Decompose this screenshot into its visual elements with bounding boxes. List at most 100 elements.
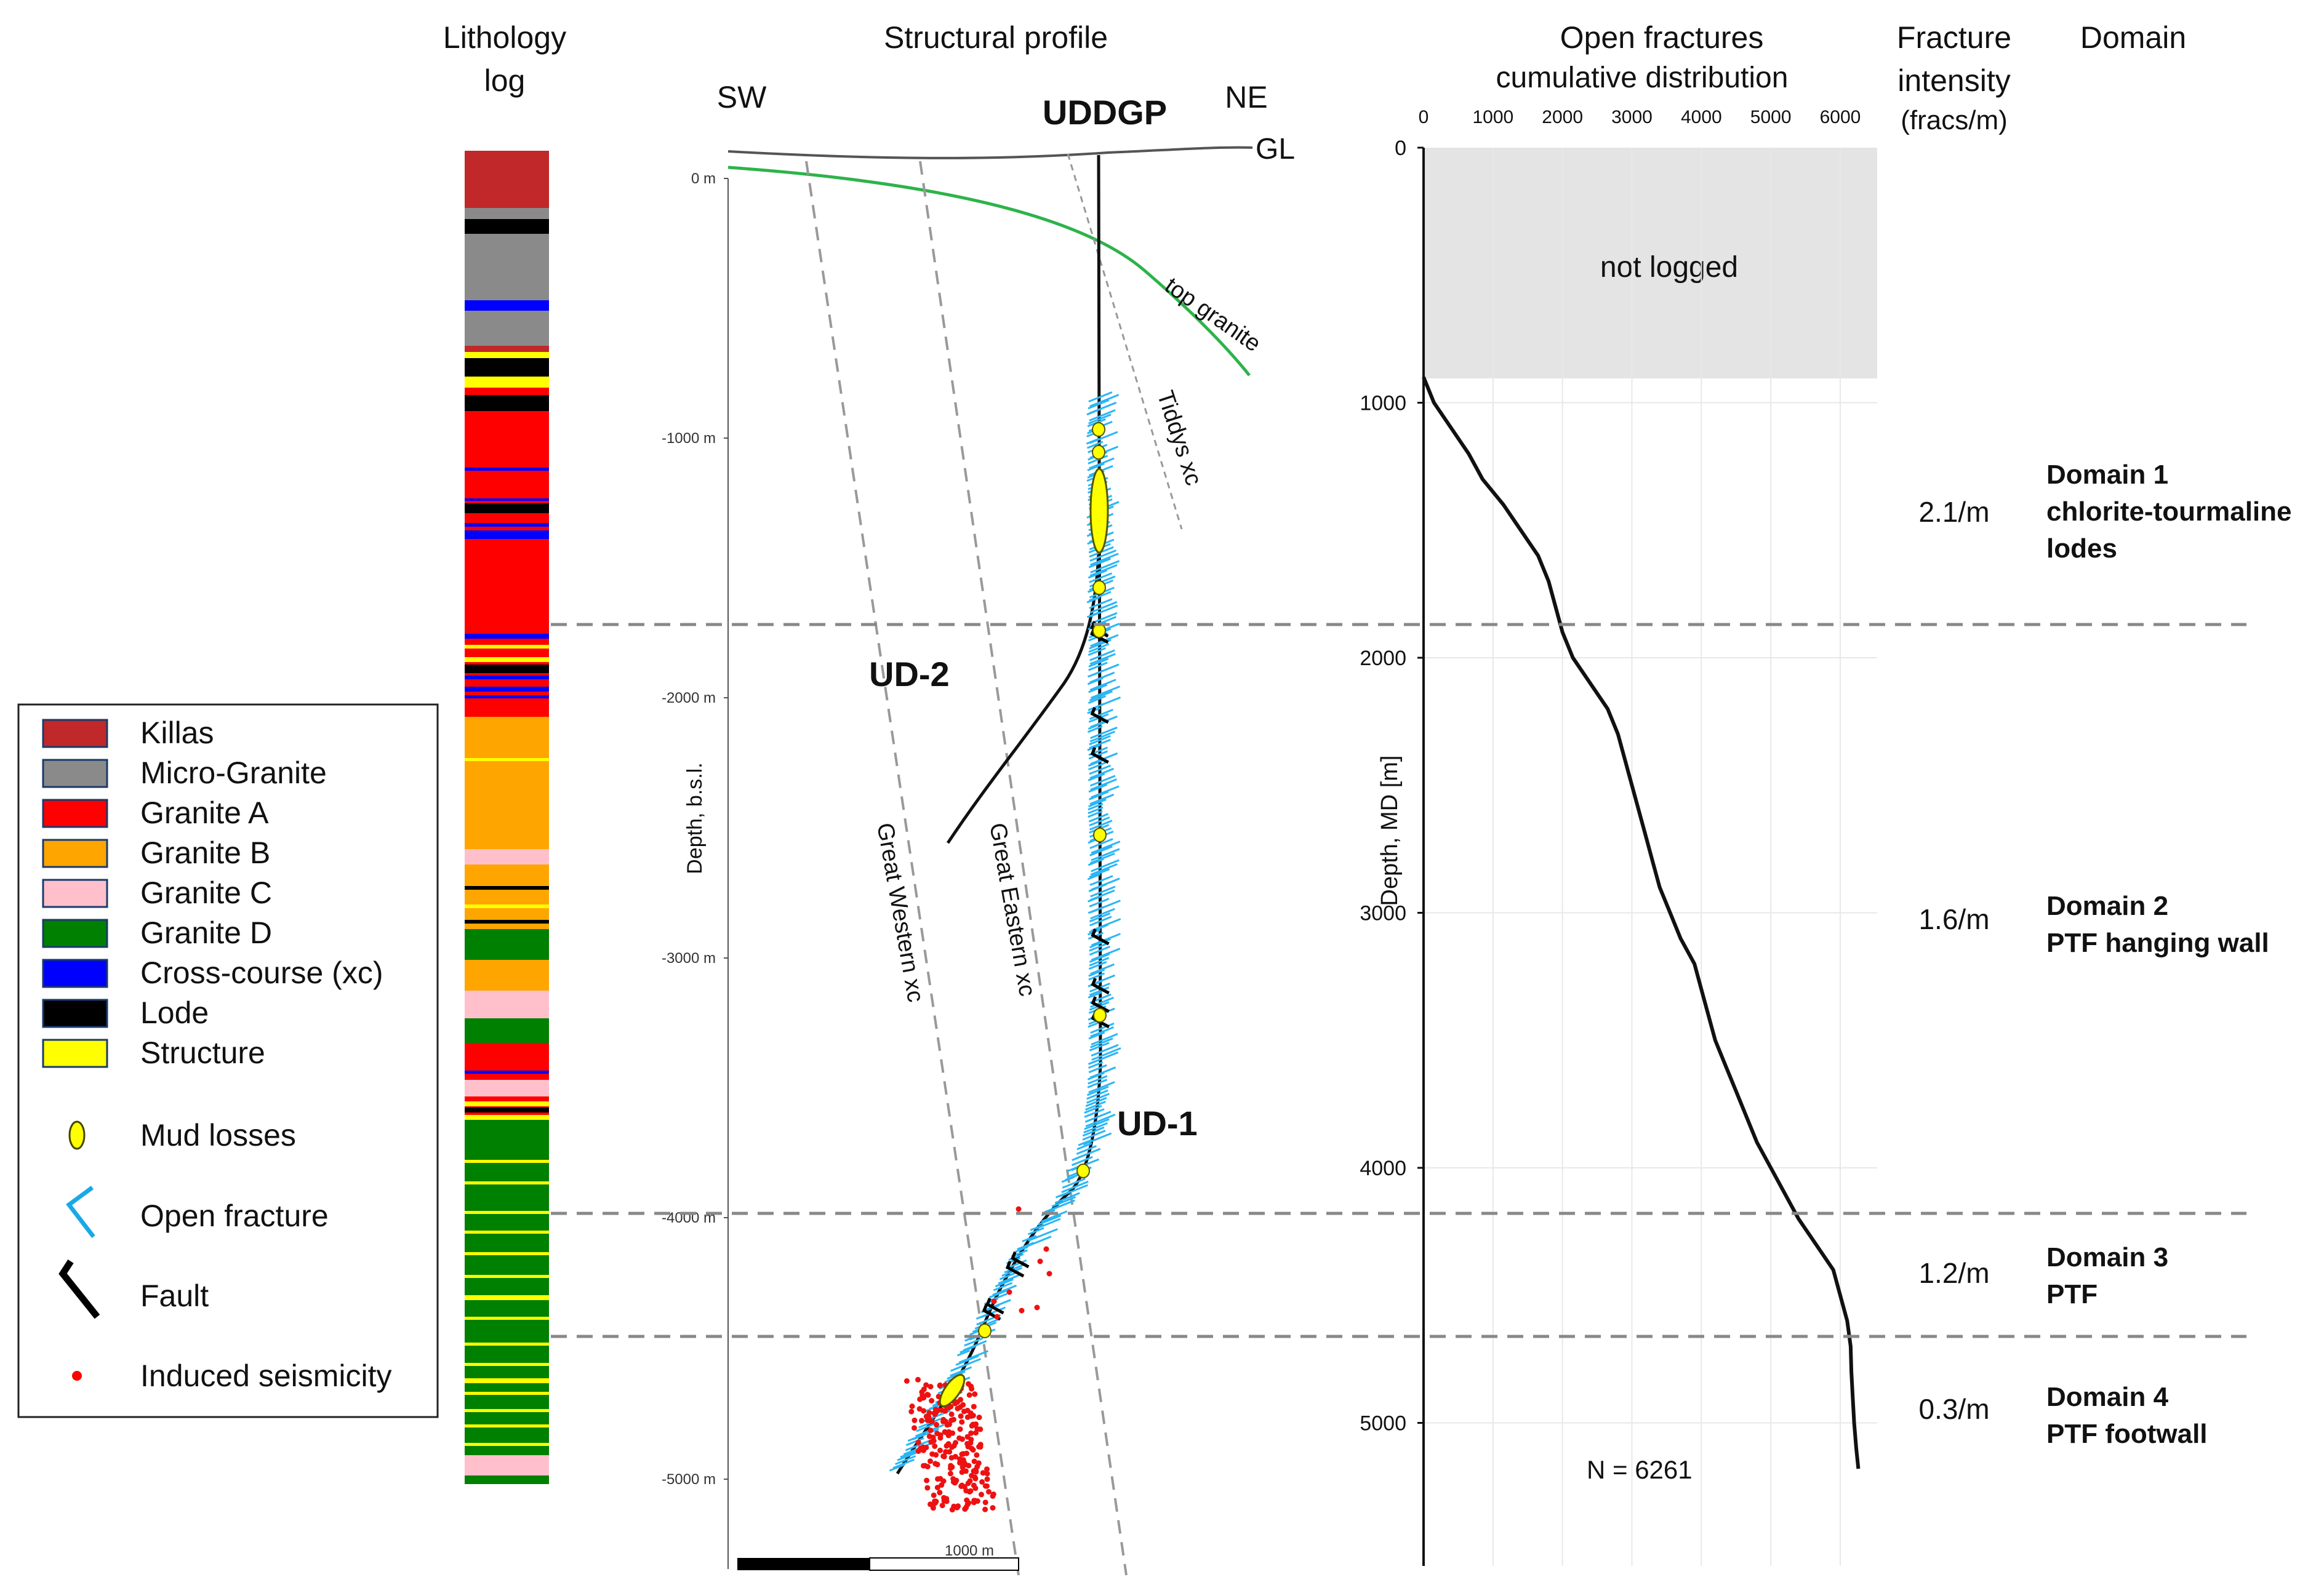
seismic-event (937, 1490, 943, 1496)
lithology-band (465, 1424, 549, 1427)
fracture-x-tick-label: 3000 (1611, 107, 1653, 127)
legend-swatch (42, 999, 108, 1028)
fracture-y-tick-label: 0 (1395, 137, 1406, 160)
open-fracture-mark (905, 1439, 931, 1451)
open-fracture-mark (958, 1350, 989, 1363)
well-ud1-trajectory (896, 154, 1102, 1475)
lithology-band (465, 1231, 549, 1234)
seismic-event (964, 1414, 971, 1420)
open-fracture-mark (905, 1437, 924, 1447)
open-fracture-mark (1090, 778, 1117, 791)
open-fracture-mark (1087, 1079, 1108, 1088)
seismic-event (916, 1406, 923, 1412)
seismic-event (943, 1449, 949, 1455)
seismic-event (984, 1483, 990, 1489)
lithology-band (465, 645, 549, 649)
lithology-band (465, 695, 549, 698)
open-fracture-mark (1089, 679, 1116, 691)
lithology-band (465, 1409, 549, 1412)
open-fracture-mark (955, 1355, 979, 1366)
seismic-event (1043, 1246, 1049, 1252)
lithology-band (465, 676, 549, 679)
lithology-band (465, 1018, 549, 1043)
seismic-event (974, 1452, 980, 1458)
seismic-event (953, 1477, 960, 1483)
open-fracture-mark (907, 1434, 923, 1442)
seismic-event (986, 1489, 992, 1495)
open-fracture-mark (1086, 1085, 1109, 1096)
open-fracture-mark (1089, 1037, 1113, 1048)
lithology-band (465, 960, 549, 991)
seismic-event (917, 1396, 923, 1402)
intensity-header-line1: Fracture (1897, 20, 2011, 55)
open-fracture-mark (1030, 1224, 1044, 1231)
legend-swatch (42, 959, 108, 988)
open-fracture-mark (1086, 437, 1100, 445)
legend-label: Lode (140, 996, 209, 1030)
great-western-xc-line (805, 161, 1020, 1576)
open-fracture-mark (1089, 938, 1111, 949)
mud-loss-marker (939, 1373, 966, 1408)
not-logged-label: not logged (1600, 251, 1738, 284)
lithology-band (465, 657, 549, 662)
open-fracture-mark (1091, 1033, 1118, 1045)
seismic-event (918, 1445, 924, 1451)
seismic-event (919, 1418, 924, 1424)
lithology-band (465, 991, 549, 1018)
open-fracture-mark (1089, 793, 1115, 805)
well-label-ud2: UD-2 (869, 655, 950, 693)
lithology-band (465, 1475, 549, 1484)
open-fracture-mark (1090, 685, 1121, 699)
open-fracture-mark (1091, 933, 1121, 946)
domain-1-intensity: 2.1/m (1918, 496, 1989, 528)
open-fracture-mark (1017, 1242, 1035, 1250)
open-fracture-mark (1090, 863, 1118, 876)
open-fracture-mark (1088, 391, 1113, 402)
lithology-band (465, 631, 549, 717)
seismic-event (928, 1427, 934, 1434)
lithology-band (465, 411, 549, 631)
fault-icon (58, 1260, 100, 1319)
lithology-band (465, 377, 549, 388)
fault-mark (1090, 747, 1109, 764)
open-fracture-mark (1088, 721, 1106, 730)
seismic-event (966, 1500, 972, 1506)
open-fracture-mark (950, 1366, 972, 1377)
profile-depth-axis-label: Depth, b.s.l. (683, 762, 707, 874)
open-fracture-mark (1088, 773, 1105, 781)
seismic-event (994, 1314, 1000, 1320)
fracture-y-tick-label: 1000 (1360, 392, 1406, 415)
open-fracture-mark (1086, 1089, 1108, 1100)
seismic-event (934, 1421, 939, 1427)
open-fracture-mark (1072, 1154, 1087, 1161)
seismic-event (977, 1444, 984, 1450)
open-fracture-mark (1089, 986, 1110, 996)
depth-tick-label: 0 m (691, 170, 716, 187)
open-fracture-mark (1027, 1227, 1044, 1236)
seismic-event (909, 1403, 915, 1409)
open-fracture-mark (1087, 463, 1105, 471)
legend-label-mud-losses: Mud losses (140, 1118, 296, 1152)
fracture-x-tick-label: 1000 (1472, 107, 1513, 127)
lithology-header-line1: Lithology (443, 20, 566, 55)
mud-loss-marker (1092, 422, 1105, 437)
seismic-event (1037, 1258, 1043, 1264)
mud-loss-marker (1093, 1008, 1107, 1023)
seismic-event (931, 1492, 937, 1498)
open-fracture-mark (1089, 709, 1113, 720)
open-fracture-mark (1091, 948, 1121, 961)
scale-bar-black (737, 1558, 870, 1570)
open-fracture-mark (1088, 960, 1107, 970)
open-fracture-mark (1071, 1156, 1093, 1167)
seismic-event (1034, 1304, 1040, 1311)
open-fracture-mark (1088, 1058, 1103, 1065)
fracture-plot-x-ticks: 0 1000 2000 3000 4000 5000 6000 (1419, 107, 1861, 127)
open-fracture-mark (1076, 1145, 1097, 1155)
open-fracture-mark (1089, 953, 1110, 963)
lithology-band (465, 1343, 549, 1346)
open-fracture-mark (1088, 413, 1112, 425)
open-fracture-mark (1082, 1126, 1105, 1137)
scale-bar-white (869, 1557, 1019, 1571)
open-fracture-mark (1089, 549, 1117, 562)
lithology-band (465, 634, 549, 639)
